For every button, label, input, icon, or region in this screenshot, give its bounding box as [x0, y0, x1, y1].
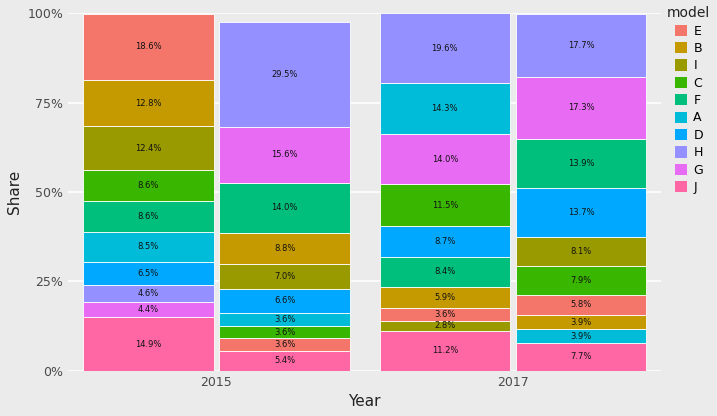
Bar [83, 285, 214, 302]
Text: 15.6%: 15.6% [272, 150, 298, 159]
Text: 13.9%: 13.9% [568, 159, 594, 168]
X-axis label: Year: Year [348, 394, 381, 409]
Bar [516, 139, 647, 188]
Bar [219, 183, 350, 233]
Text: 13.7%: 13.7% [568, 208, 594, 218]
Bar [219, 264, 350, 289]
Bar [516, 343, 647, 371]
Bar [516, 238, 647, 266]
Text: 12.4%: 12.4% [135, 144, 161, 153]
Text: 29.5%: 29.5% [272, 70, 298, 79]
Text: 8.6%: 8.6% [138, 212, 159, 221]
Text: 8.5%: 8.5% [138, 243, 159, 251]
Bar [379, 83, 510, 134]
Y-axis label: Share: Share [7, 170, 22, 214]
Text: 18.6%: 18.6% [135, 42, 161, 52]
Bar [219, 352, 350, 371]
Text: 11.2%: 11.2% [432, 346, 458, 355]
Bar [516, 188, 647, 238]
Text: 7.9%: 7.9% [571, 276, 592, 285]
Text: 14.0%: 14.0% [272, 203, 298, 212]
Bar [379, 134, 510, 184]
Bar [379, 321, 510, 331]
Text: 6.6%: 6.6% [274, 297, 295, 305]
Text: 3.9%: 3.9% [571, 332, 592, 341]
Text: 8.6%: 8.6% [138, 181, 159, 190]
Bar [219, 127, 350, 183]
Text: 3.6%: 3.6% [434, 310, 455, 319]
Text: 3.9%: 3.9% [571, 318, 592, 327]
Bar [219, 233, 350, 264]
Bar [83, 262, 214, 285]
Bar [379, 331, 510, 371]
Text: 7.7%: 7.7% [571, 352, 592, 362]
Text: 4.4%: 4.4% [138, 305, 159, 314]
Bar [516, 77, 647, 139]
Bar [219, 326, 350, 339]
Text: 3.6%: 3.6% [274, 340, 295, 349]
Text: 8.7%: 8.7% [434, 237, 455, 245]
Bar [219, 339, 350, 352]
Bar [379, 225, 510, 257]
Text: 12.8%: 12.8% [135, 99, 161, 107]
Bar [83, 201, 214, 232]
Bar [219, 22, 350, 127]
Bar [516, 266, 647, 295]
Bar [83, 170, 214, 201]
Bar [83, 317, 214, 371]
Text: 8.1%: 8.1% [571, 248, 592, 256]
Bar [379, 287, 510, 308]
Bar [379, 184, 510, 225]
Text: 8.8%: 8.8% [274, 244, 295, 253]
Text: 7.0%: 7.0% [274, 272, 295, 281]
Text: 6.5%: 6.5% [138, 269, 159, 278]
Bar [516, 329, 647, 343]
Text: 2.8%: 2.8% [435, 321, 455, 330]
Bar [379, 308, 510, 321]
Bar [516, 315, 647, 329]
Text: 3.6%: 3.6% [274, 314, 295, 324]
Bar [516, 295, 647, 315]
Bar [83, 14, 214, 80]
Text: 14.9%: 14.9% [135, 339, 161, 349]
Text: 4.6%: 4.6% [138, 289, 159, 298]
Text: 5.4%: 5.4% [274, 357, 295, 366]
Bar [219, 313, 350, 326]
Text: 14.0%: 14.0% [432, 155, 458, 164]
Text: 19.6%: 19.6% [432, 44, 458, 53]
Legend: E, B, I, C, F, A, D, H, G, J: E, B, I, C, F, A, D, H, G, J [668, 6, 711, 194]
Text: 8.4%: 8.4% [435, 267, 455, 276]
Text: 17.7%: 17.7% [568, 41, 594, 50]
Text: 11.5%: 11.5% [432, 201, 458, 210]
Text: 14.3%: 14.3% [432, 104, 458, 114]
Text: 17.3%: 17.3% [568, 103, 594, 112]
Bar [379, 257, 510, 287]
Text: 3.6%: 3.6% [274, 327, 295, 337]
Bar [83, 232, 214, 262]
Bar [83, 80, 214, 126]
Text: 5.9%: 5.9% [435, 293, 455, 302]
Bar [516, 14, 647, 77]
Bar [219, 289, 350, 313]
Text: 5.8%: 5.8% [571, 300, 592, 310]
Bar [379, 13, 510, 83]
Bar [83, 126, 214, 170]
Bar [83, 302, 214, 317]
